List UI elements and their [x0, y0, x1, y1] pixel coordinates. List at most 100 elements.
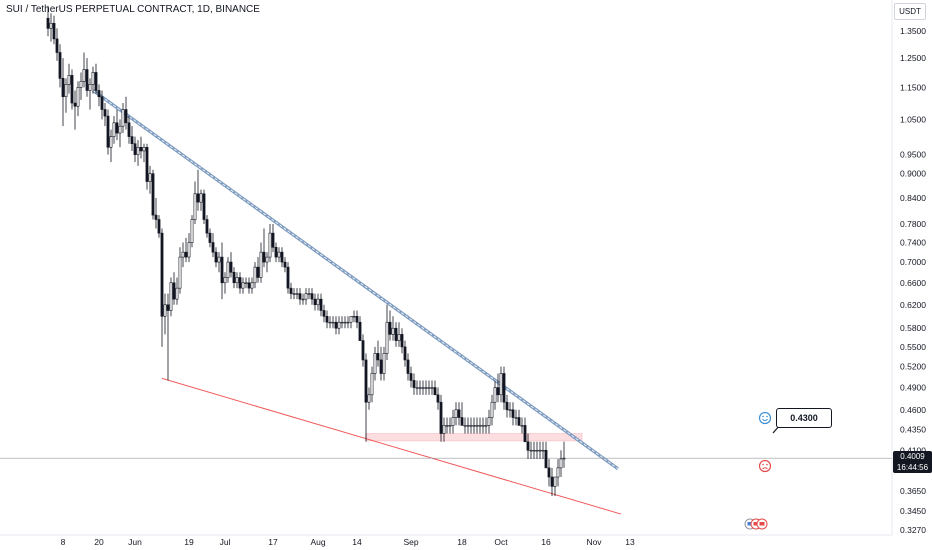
time-tick-label: Oct: [494, 537, 508, 547]
candle: [151, 169, 155, 220]
candle-body: [283, 261, 287, 268]
candle-body: [121, 109, 125, 127]
candle: [157, 215, 161, 238]
candle: [94, 63, 98, 94]
candle: [520, 417, 524, 434]
candle: [169, 277, 173, 317]
candle-body: [394, 327, 398, 341]
candle-body: [91, 72, 95, 85]
candle-body: [358, 321, 362, 341]
candle-body: [226, 261, 230, 278]
candle: [472, 417, 476, 434]
candle: [328, 316, 332, 329]
candle: [481, 417, 485, 434]
candle-body: [124, 109, 128, 124]
candle-body: [406, 359, 410, 374]
flag-icon-mark: [753, 522, 759, 526]
candle-body: [67, 75, 71, 85]
candle: [478, 417, 482, 434]
smile-icon-eye: [762, 415, 764, 418]
candle: [190, 215, 194, 248]
candle-body: [373, 353, 377, 374]
candle-body: [217, 256, 221, 263]
price-tick-label: 0.4900: [900, 383, 926, 393]
candle: [511, 402, 515, 426]
candle: [463, 417, 467, 434]
candle-body: [427, 387, 431, 389]
candle-body: [214, 251, 218, 263]
candle: [124, 96, 128, 130]
candle: [295, 288, 299, 300]
price-tick-label: 0.4100: [900, 445, 926, 455]
candle-body: [94, 72, 98, 91]
candle-body: [367, 394, 371, 403]
smile-icon-mouth: [762, 418, 768, 422]
candle-body: [232, 271, 236, 284]
candle-body: [58, 52, 62, 79]
candle-body: [364, 359, 368, 403]
candle-body: [421, 387, 425, 389]
candle: [502, 366, 506, 410]
candle-body: [346, 321, 350, 324]
candle-body: [133, 143, 137, 155]
candle: [379, 346, 383, 381]
candle-body: [274, 247, 278, 258]
price-tick-label: 0.7800: [900, 219, 926, 229]
candle-body: [343, 321, 347, 324]
candle-body: [337, 321, 341, 329]
candle-body: [292, 293, 296, 295]
candle-body: [541, 449, 545, 452]
price-tick-label: 0.8400: [900, 193, 926, 203]
candle-body: [151, 173, 155, 216]
frown-icon-eye: [762, 463, 764, 466]
candle: [418, 380, 422, 395]
candle-body: [115, 122, 119, 134]
candle-body: [559, 458, 563, 469]
candle: [442, 417, 446, 442]
candle-body: [280, 251, 284, 263]
candle-body: [64, 84, 68, 98]
candle: [175, 277, 179, 305]
candle: [412, 373, 416, 395]
candle-body: [535, 449, 539, 452]
candle-body: [190, 219, 194, 243]
candle-body: [184, 251, 188, 258]
candle-body: [136, 147, 140, 155]
candle: [91, 66, 95, 94]
candle-body: [178, 256, 182, 289]
currency-selector[interactable]: USDT: [894, 3, 926, 20]
candle: [316, 293, 320, 311]
candle-body: [325, 316, 329, 323]
price-callout[interactable]: 0.4300: [776, 408, 832, 428]
candle: [277, 247, 281, 263]
candle-body: [295, 293, 299, 295]
time-tick-label: 18: [457, 537, 467, 547]
candle-body: [454, 409, 458, 418]
candle: [391, 316, 395, 341]
candle: [172, 272, 176, 305]
candle-body: [166, 304, 170, 311]
candle: [46, 5, 50, 37]
candle-body: [139, 147, 143, 152]
time-tick-label: 8: [61, 537, 66, 547]
candle: [400, 328, 404, 354]
candle: [205, 215, 209, 238]
candle-body: [253, 266, 257, 284]
candle: [145, 143, 149, 190]
candle: [274, 242, 278, 263]
time-tick-label: 16: [541, 537, 551, 547]
candle-body: [490, 401, 494, 418]
icon-layer: [744, 411, 781, 530]
flag-icon: [756, 518, 768, 530]
candle-body: [553, 476, 557, 487]
candle-body: [412, 380, 416, 388]
candle: [541, 441, 545, 459]
candle: [508, 402, 512, 418]
candle: [310, 288, 314, 305]
candle: [433, 380, 437, 396]
candle-body: [286, 266, 290, 289]
candle-body: [247, 282, 251, 289]
candle-body: [196, 193, 200, 203]
candle: [55, 28, 59, 61]
